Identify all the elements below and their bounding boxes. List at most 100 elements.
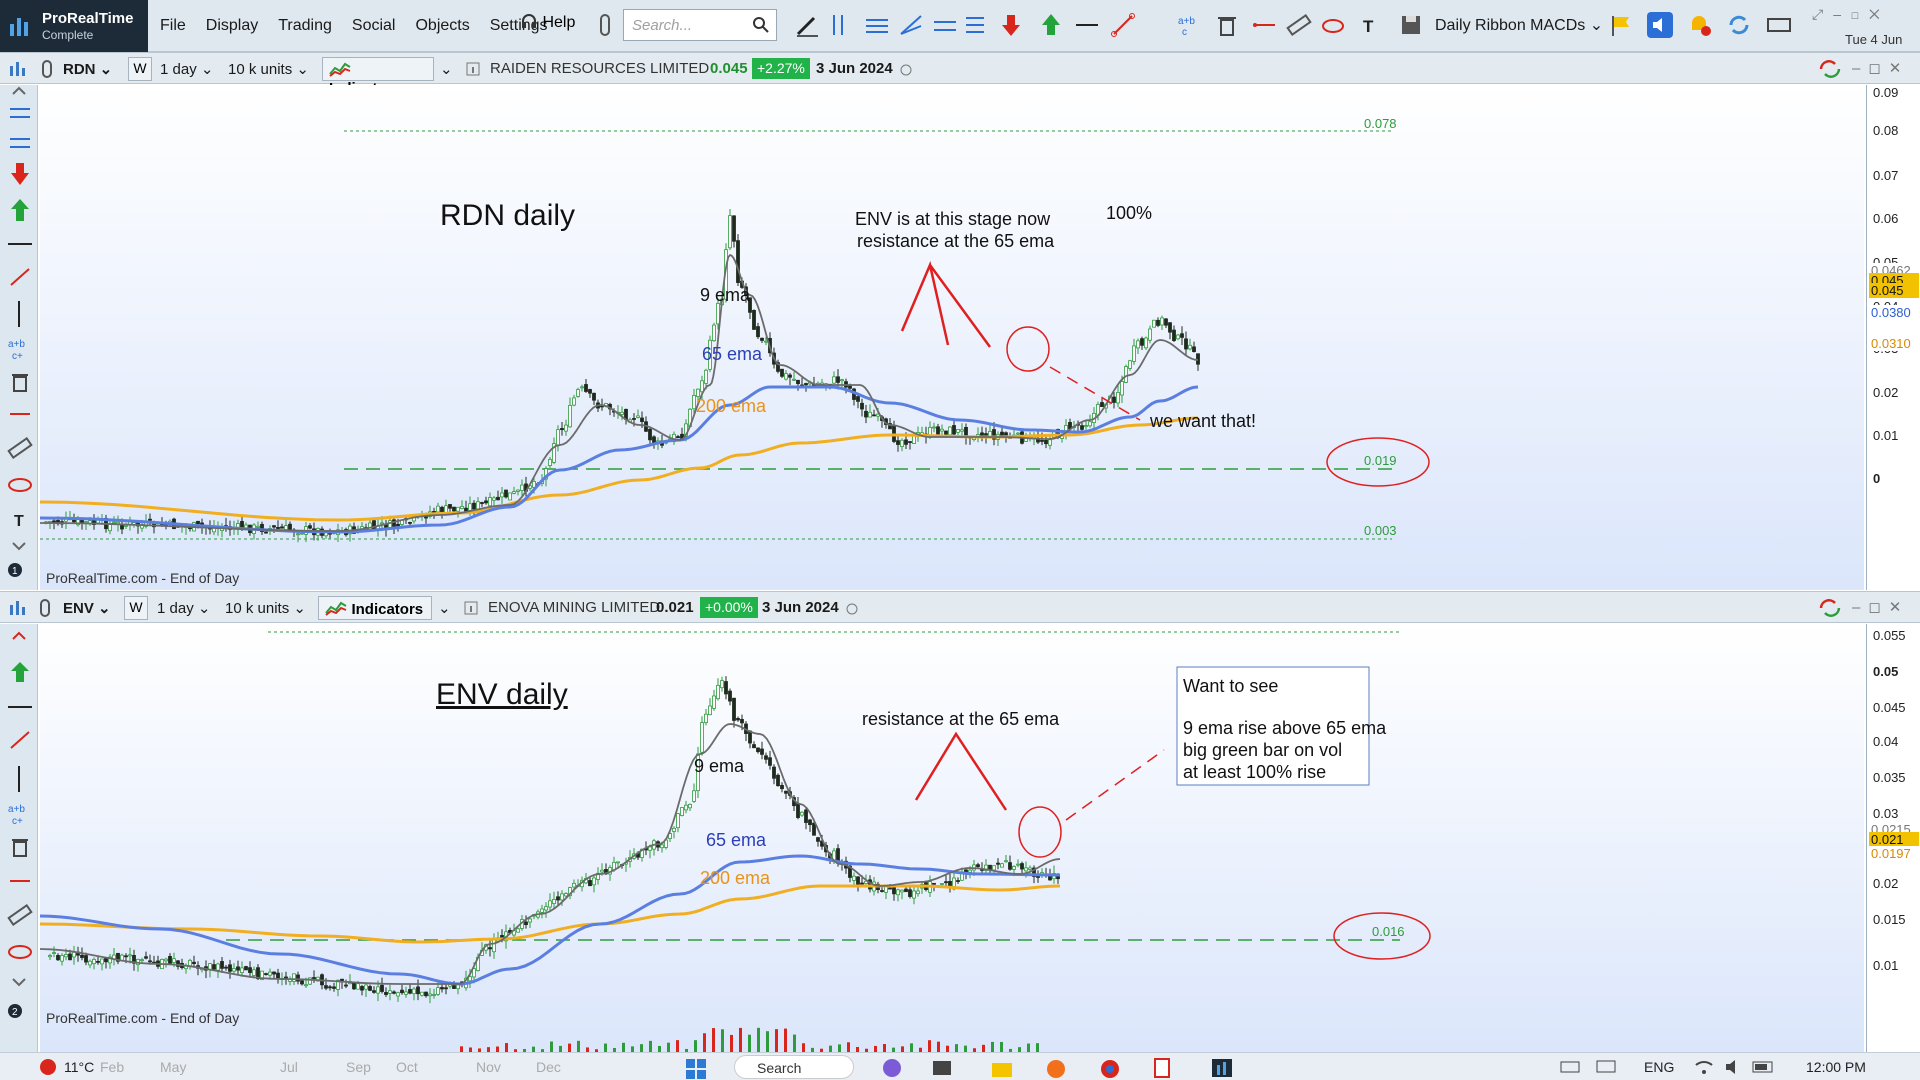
arrow-up-icon[interactable] [10,660,30,684]
arrow-up-icon[interactable] [10,197,30,223]
file-explorer-icon[interactable] [990,1057,1014,1079]
chevron-down-icon[interactable]: ⌄ [440,61,453,78]
segment-icon[interactable] [1252,12,1278,38]
units-select[interactable]: 10 k units ⌄ [228,61,309,78]
horizontal-line-icon[interactable] [6,237,34,251]
zoom-1-icon[interactable]: 1 [6,561,34,585]
wifi-icon[interactable] [1694,1059,1714,1075]
vertical-line-icon[interactable] [14,299,24,329]
arrow-up-icon[interactable] [1038,12,1064,38]
maximize-icon[interactable]: ◻ [1868,60,1889,77]
timeframe-select[interactable]: 1 day ⌄ [157,600,211,617]
chevron-up-icon[interactable] [10,85,28,97]
search-input[interactable]: Search... [623,9,777,41]
taskbar-search[interactable]: Search [734,1055,854,1079]
chart-area-env[interactable]: 0.016 ENV daily 9 ema 65 ema 200 ema resistan… [40,624,1864,1052]
volume-icon[interactable] [1724,1059,1744,1075]
trendline-icon[interactable] [8,728,32,752]
trash-icon[interactable] [10,371,30,393]
trendline-icon[interactable] [8,265,32,289]
ticker-select[interactable]: RDN ⌄ [63,61,113,78]
prorealtime-taskbar-icon[interactable] [1210,1057,1234,1079]
menu-settings[interactable]: Settings [489,17,548,34]
workspace-select[interactable]: Daily Ribbon MACDs ⌄ [1435,15,1603,35]
fibonacci-icon[interactable] [864,12,890,38]
keyboard-icon[interactable] [1766,12,1792,38]
ticker-select[interactable]: ENV ⌄ [63,600,111,617]
chevron-down-icon[interactable]: ⌄ [438,600,451,617]
units-select[interactable]: 10 k units ⌄ [225,600,306,617]
windows-start-icon[interactable] [684,1057,708,1079]
ruler-icon[interactable] [6,902,34,928]
alerts-icon[interactable] [1686,12,1712,38]
text-abc-icon[interactable]: a+bc [1176,12,1202,38]
fib-extension-icon[interactable] [962,12,988,38]
close-icon[interactable]: ✕ [1868,6,1890,22]
menu-file[interactable]: File [160,17,186,34]
weekly-button[interactable]: W [128,57,152,81]
maximize-icon[interactable]: ◻ [1851,6,1869,22]
chevron-down-icon[interactable] [10,976,28,988]
indicators-button[interactable]: Indicators [322,57,434,97]
zoom-2-icon[interactable]: 2 [6,1002,34,1026]
segment-icon[interactable] [8,874,32,888]
minimize-icon[interactable]: – [1833,6,1851,22]
chevron-up-icon[interactable] [10,630,28,642]
weather-icon[interactable] [38,1057,58,1077]
fibonacci-icon[interactable] [8,103,34,125]
maximize-icon[interactable]: ◻ [1868,599,1889,616]
ruler-icon[interactable] [6,435,34,461]
keyboard-tray-icon[interactable] [1560,1059,1580,1075]
notepad-icon[interactable] [1150,1057,1174,1079]
price-axis-rdn[interactable]: 0.090.080.070.060.050.040.030.020.0100.0… [1866,85,1920,590]
text-abc-icon[interactable]: a+bc+ [6,335,34,363]
chevron-down-icon[interactable] [10,540,28,552]
text-tool-icon[interactable]: T [10,509,30,529]
menu-display[interactable]: Display [205,17,259,34]
sync-icon[interactable] [1818,598,1842,618]
ellipse-icon[interactable] [1320,12,1346,38]
minimize-icon[interactable]: – [1852,60,1869,77]
language-indicator[interactable]: ENG [1644,1059,1675,1075]
task-view-icon[interactable] [930,1057,954,1079]
trash-icon[interactable] [1214,12,1240,38]
menu-objects[interactable]: Objects [415,17,470,34]
channel-icon[interactable] [932,12,958,38]
close-icon[interactable]: ✕ [1888,599,1910,616]
text-tool-icon[interactable]: T [1356,12,1382,38]
arrow-down-icon[interactable] [998,12,1024,38]
link-icon[interactable] [40,59,54,79]
timeframe-select[interactable]: 1 day ⌄ [160,61,214,78]
minimize-icon[interactable]: – [1852,599,1869,616]
menu-social[interactable]: Social [351,17,396,34]
indicators-button[interactable]: Indicators [318,596,432,620]
help-button[interactable]: Help [520,12,575,32]
copilot-icon[interactable] [880,1057,904,1079]
fan-icon[interactable] [898,12,924,38]
save-icon[interactable] [1398,12,1424,38]
vertical-line-icon[interactable] [14,764,24,794]
ellipse-icon[interactable] [6,942,34,962]
ruler-icon[interactable] [1286,12,1312,38]
segment-icon[interactable] [8,407,32,421]
close-icon[interactable]: ✕ [1888,60,1910,77]
display-tray-icon[interactable] [1596,1059,1616,1075]
horizontal-line-icon[interactable] [6,700,34,714]
horizontal-line-icon[interactable] [1074,12,1100,38]
trash-icon[interactable] [10,836,30,858]
vertical-line-icon[interactable] [828,12,854,38]
firefox-icon[interactable] [1044,1057,1068,1079]
link-icon[interactable] [38,598,52,618]
menu-trading[interactable]: Trading [278,17,332,34]
chrome-icon[interactable] [1098,1057,1122,1079]
chart-area-rdn[interactable]: 0.078 0.019 0.003 RDN daily 9 ema 65 ema 200 e… [40,85,1864,590]
arrow-down-icon[interactable] [10,161,30,187]
text-abc-icon[interactable]: a+bc+ [6,800,34,828]
refresh-icon[interactable] [1726,12,1752,38]
info-icon[interactable] [464,601,478,615]
ellipse-icon[interactable] [6,475,34,495]
restore-icon[interactable]: ⤢ [1812,6,1834,22]
speaker-icon[interactable] [1647,12,1673,38]
weekly-button[interactable]: W [124,596,148,620]
link-icon[interactable] [592,12,618,38]
